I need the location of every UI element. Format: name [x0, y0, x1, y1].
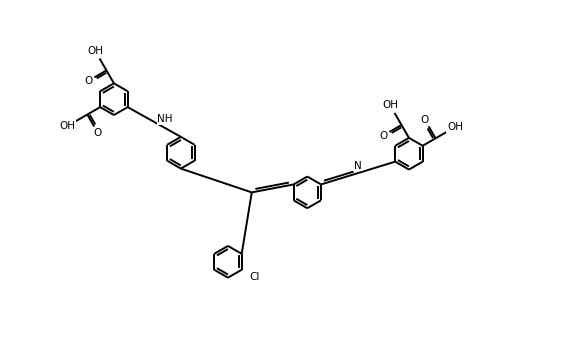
Text: N: N [354, 161, 362, 171]
Text: O: O [379, 131, 387, 141]
Text: Cl: Cl [249, 272, 259, 282]
Text: OH: OH [382, 100, 398, 110]
Text: OH: OH [59, 121, 76, 131]
Text: OH: OH [447, 122, 463, 132]
Text: NH: NH [158, 115, 173, 125]
Text: O: O [94, 128, 102, 138]
Text: O: O [421, 115, 429, 125]
Text: O: O [84, 76, 92, 86]
Text: OH: OH [87, 46, 103, 56]
